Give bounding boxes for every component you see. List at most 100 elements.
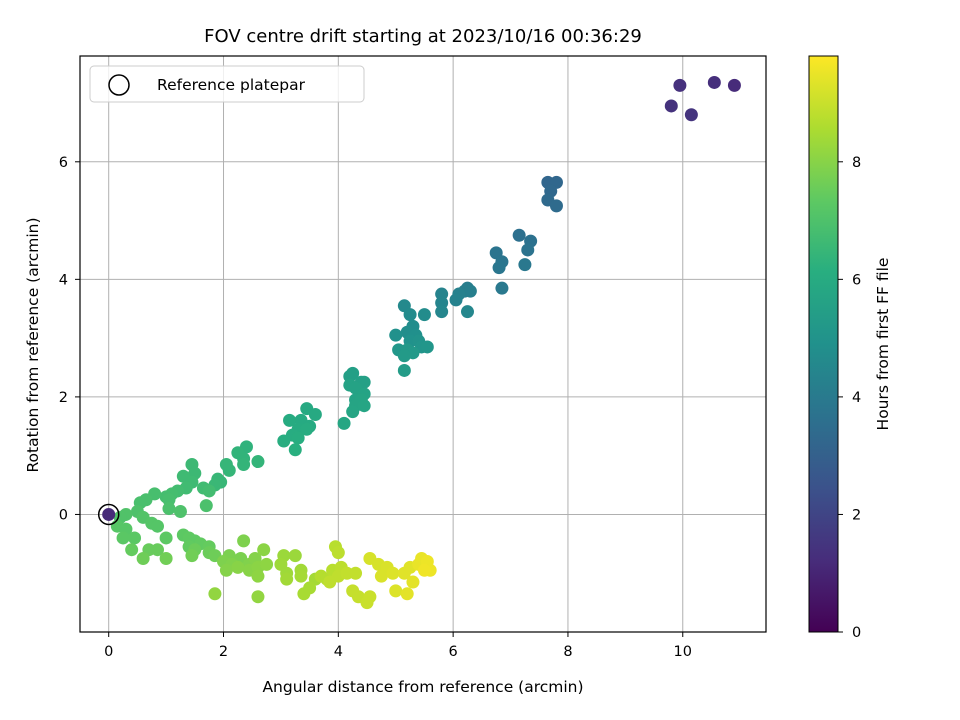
data-point [323,575,337,589]
x-tick-label: 2 [219,644,228,660]
reference-platepar-marker [97,503,120,526]
legend-entry-reference-platepar: Reference platepar [157,76,306,94]
legend: Reference platepar [89,65,365,103]
x-axis-label: Angular distance from reference (arcmin) [262,678,583,696]
x-tick-label: 10 [674,644,692,660]
data-point [291,431,305,445]
grid-lines [80,56,766,632]
data-point [664,99,678,113]
data-point [288,443,302,457]
colorbar-tick-label: 6 [852,272,861,288]
data-point [277,434,291,448]
data-point [150,543,164,557]
data-point [397,349,411,363]
colorbar-label: Hours from first FF file [874,258,892,431]
data-point [360,596,374,610]
data-point [288,549,302,563]
data-point [331,546,345,560]
data-point [420,340,434,354]
data-point [337,416,351,430]
y-axis-label: Rotation from reference (arcmin) [24,217,42,472]
data-point [684,108,698,122]
colorbar-tick-label: 4 [852,390,861,406]
reference-point [102,507,116,521]
data-point [237,457,251,471]
data-point [386,566,400,580]
plot-frame [79,55,767,633]
data-point [173,505,187,519]
data-point [707,75,721,89]
colorbar-tick-label: 2 [852,507,861,523]
data-point [125,543,139,557]
data-point [162,502,176,516]
data-point [435,305,449,319]
data-point [673,78,687,92]
legend-reference-marker-icon [108,74,130,96]
data-point [403,308,417,322]
data-point [280,572,294,586]
data-point [251,590,265,604]
data-point [463,284,477,298]
data-point [449,293,463,307]
data-point [136,552,150,566]
data-point [300,422,314,436]
colorbar: 0 2 4 6 8 Hours from first FF file [808,55,892,641]
data-point [512,228,526,242]
axes: 0 2 4 6 8 10 0 2 4 6 [59,55,767,660]
colorbar-ticks: 0 2 4 6 8 [838,155,861,641]
data-point [219,563,233,577]
data-point [417,563,431,577]
x-tick-label: 6 [449,644,458,660]
data-point [150,519,164,533]
data-points [97,75,741,610]
y-tick-label: 0 [59,507,68,523]
legend-box [89,65,365,103]
data-point [208,587,222,601]
data-point [185,549,199,563]
data-point [231,560,245,574]
y-tick-label: 2 [59,390,68,406]
data-point [349,566,363,580]
data-point [495,281,509,295]
data-point [159,552,173,566]
data-point [518,258,532,272]
data-point [128,531,142,545]
colorbar-gradient [808,55,839,633]
data-point [406,575,420,589]
data-point [492,261,506,275]
data-point [374,569,388,583]
data-point [460,305,474,319]
data-point [202,484,216,498]
data-point [222,463,236,477]
data-point [389,328,403,342]
data-point [199,499,213,513]
data-point [257,543,271,557]
y-tick-label: 4 [59,272,68,288]
y-tick-label: 6 [59,155,68,171]
data-point [308,408,322,422]
x-tick-label: 8 [563,644,572,660]
data-point [237,534,251,548]
data-point [521,243,535,257]
data-point [251,455,265,469]
data-point [159,531,173,545]
data-point [283,413,297,427]
colorbar-tick-label: 8 [852,155,861,171]
data-point [727,78,741,92]
data-point [303,581,317,595]
data-point [417,308,431,322]
data-point [294,569,308,583]
data-point [346,405,360,419]
data-point [397,363,411,377]
data-point [400,587,414,601]
data-point [389,584,403,598]
colorbar-tick-label: 0 [852,625,861,641]
x-tick-label: 4 [334,644,343,660]
data-point [357,399,371,413]
chart-title: FOV centre drift starting at 2023/10/16 … [204,26,642,47]
data-point [260,557,274,571]
x-tick-label: 0 [104,644,113,660]
data-point [116,531,130,545]
